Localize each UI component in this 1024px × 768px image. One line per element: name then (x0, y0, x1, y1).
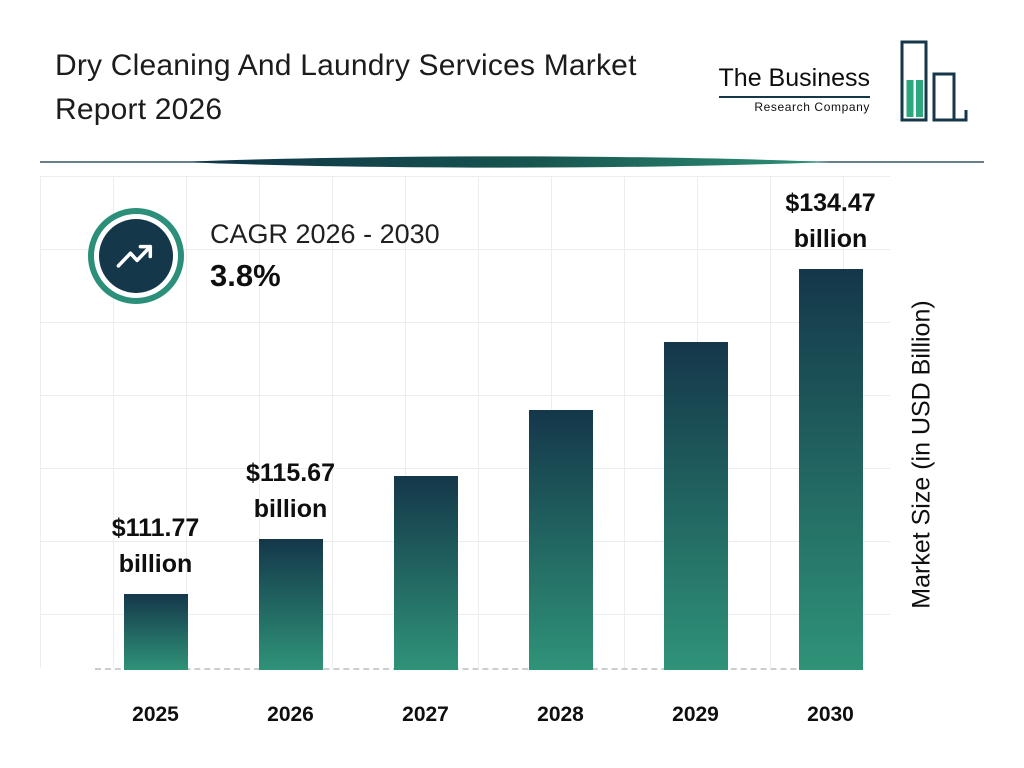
cagr-label: CAGR 2026 - 2030 (210, 218, 440, 249)
bar (798, 269, 863, 670)
section-divider (40, 154, 984, 170)
bar-column: $134.47 billion 2030 (763, 176, 898, 730)
logo: The Business Research Company (718, 40, 968, 124)
bar-value-label: $134.47 billion (785, 189, 876, 253)
logo-line2: Research Company (754, 100, 870, 114)
x-tick-label: 2026 (267, 703, 314, 726)
cagr-ring (88, 208, 184, 304)
bar (123, 594, 188, 670)
page-title: Dry Cleaning And Laundry Services Market… (55, 49, 637, 126)
logo-line1: The Business (718, 64, 870, 92)
chart-area: $111.77 billion 2025 $115.67 billion 2026 2027… (0, 176, 1024, 730)
bar-column: 2028 (493, 176, 628, 730)
bar (258, 539, 323, 670)
bar-column: $111.77 billion 2025 (88, 176, 223, 730)
bar-value-label: $115.67 billion (246, 459, 335, 523)
cagr-badge: CAGR 2026 - 2030 3.8% (88, 208, 440, 304)
x-tick-label: 2027 (402, 703, 449, 726)
bar (663, 342, 728, 670)
divider-lens-icon (40, 156, 984, 168)
dashed-baseline (95, 668, 856, 670)
bar (393, 476, 458, 670)
cagr-value: 3.8% (210, 257, 281, 293)
bar (528, 410, 593, 670)
bar-column: 2027 (358, 176, 493, 730)
x-tick-label: 2025 (132, 703, 179, 726)
y-axis-label: Market Size (in USD Billion) (907, 300, 936, 609)
bar-column: 2029 (628, 176, 763, 730)
cagr-text: CAGR 2026 - 2030 3.8% (210, 219, 440, 294)
logo-text: The Business Research Company (718, 64, 870, 114)
x-tick-label: 2028 (537, 703, 584, 726)
x-tick-label: 2029 (672, 703, 719, 726)
x-tick-label: 2030 (807, 703, 854, 726)
bar-column: $115.67 billion 2026 (223, 176, 358, 730)
logo-divider-line (718, 96, 870, 98)
trend-up-icon (99, 219, 173, 293)
bar-value-label: $111.77 billion (111, 514, 200, 578)
bars: $111.77 billion 2025 $115.67 billion 2026 2027… (88, 176, 898, 730)
bar-chart-logo-icon (900, 40, 968, 122)
